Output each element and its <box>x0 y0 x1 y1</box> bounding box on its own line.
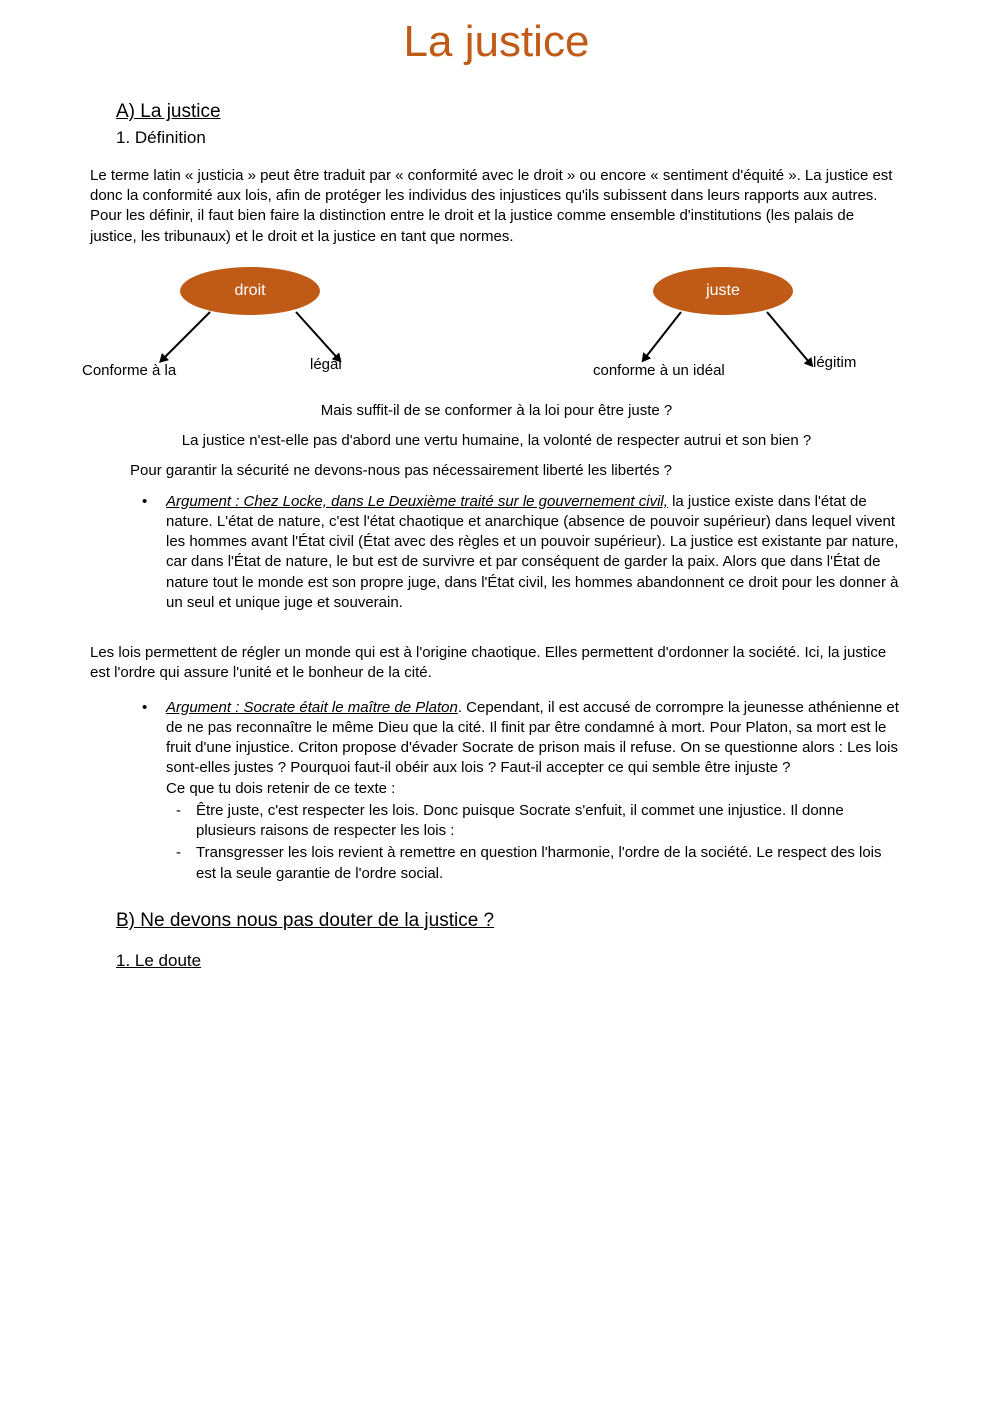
argument-list-1: Argument : Chez Locke, dans Le Deuxième … <box>142 492 903 614</box>
arrow-icon <box>160 311 211 362</box>
argument-locke-title: Argument : Chez Locke, dans Le Deuxième … <box>166 493 668 510</box>
bubble-juste-label: juste <box>706 280 740 302</box>
diagram-juste: juste conforme à un idéal légitim <box>523 267 903 387</box>
dash-list: Être juste, c'est respecter les lois. Do… <box>172 801 903 884</box>
arrow-icon <box>642 311 682 361</box>
question-2: La justice n'est-elle pas d'abord une ve… <box>90 431 903 451</box>
transition-paragraph: Les lois permettent de régler un monde q… <box>90 643 903 684</box>
argument-socrate-title: Argument : Socrate était le maître de Pl… <box>166 699 458 716</box>
diagram-droit: droit Conforme à la légal <box>90 267 470 387</box>
dash-item-2: Transgresser les lois revient à remettre… <box>172 843 903 884</box>
bubble-juste: juste <box>653 267 793 315</box>
definition-paragraph: Le terme latin « justicia » peut être tr… <box>90 166 903 247</box>
diagrams-row: droit Conforme à la légal juste conforme… <box>90 267 903 387</box>
arrow-icon <box>766 311 813 366</box>
page-title: La justice <box>90 12 903 71</box>
diagram-juste-right-label: légitim <box>813 353 856 373</box>
bubble-droit-label: droit <box>234 280 265 302</box>
section-b-heading: B) Ne devons nous pas douter de la justi… <box>116 908 903 934</box>
retain-intro: Ce que tu dois retenir de ce texte : <box>166 779 903 799</box>
argument-locke-body: la justice existe dans l'état de nature.… <box>166 493 898 611</box>
argument-list-2: Argument : Socrate était le maître de Pl… <box>142 698 903 884</box>
dash-item-1: Être juste, c'est respecter les lois. Do… <box>172 801 903 842</box>
argument-socrate: Argument : Socrate était le maître de Pl… <box>142 698 903 884</box>
argument-locke: Argument : Chez Locke, dans Le Deuxième … <box>142 492 903 614</box>
diagram-droit-left-label: Conforme à la <box>82 361 176 381</box>
section-b-sub: 1. Le doute <box>116 950 903 973</box>
question-1: Mais suffit-il de se conformer à la loi … <box>90 401 903 421</box>
section-a-sub: 1. Définition <box>116 127 903 150</box>
diagram-juste-left-label: conforme à un idéal <box>593 361 733 381</box>
question-3: Pour garantir la sécurité ne devons-nous… <box>130 461 903 481</box>
bubble-droit: droit <box>180 267 320 315</box>
section-a-heading: A) La justice <box>116 99 903 125</box>
diagram-droit-right-label: légal <box>310 355 342 375</box>
